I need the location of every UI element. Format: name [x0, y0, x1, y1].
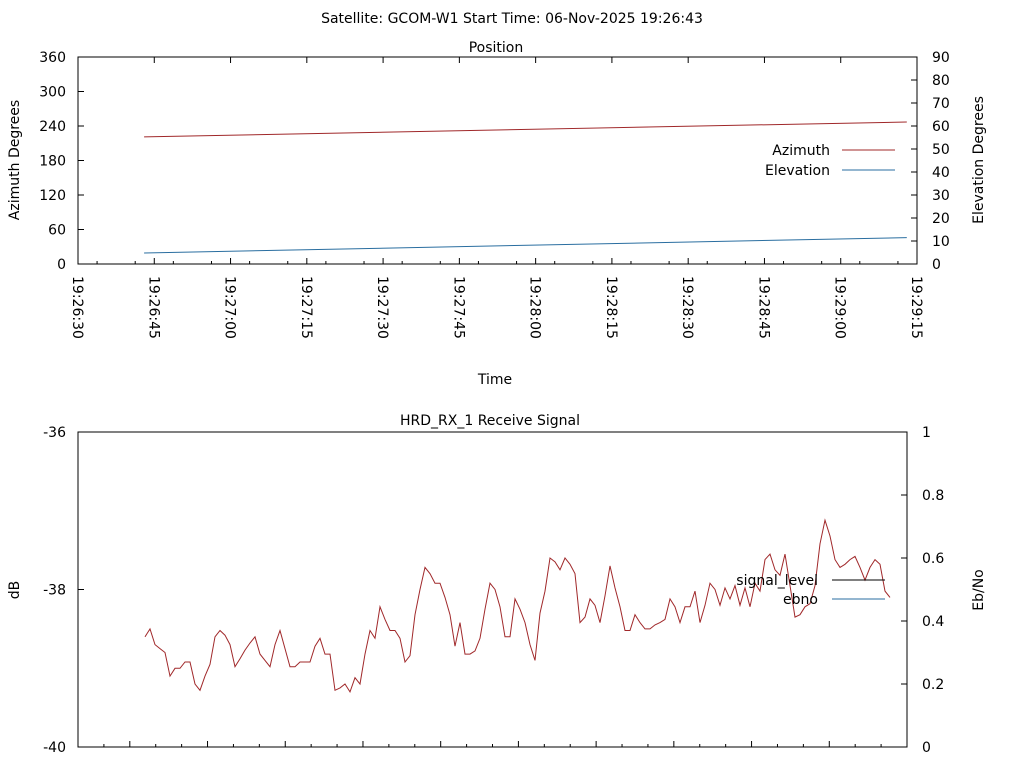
position-y-tick-label: 360	[39, 50, 66, 66]
position-x-tick-label: 19:28:15	[603, 276, 619, 339]
position-x-tick-label: 19:29:00	[832, 276, 848, 339]
signal-legend: signal_level ebno	[736, 573, 885, 608]
position-x-tick-label: 19:27:00	[222, 276, 238, 339]
signal-left-axis: -40 -38 -36	[43, 425, 84, 756]
legend-label-elevation: Elevation	[765, 163, 830, 179]
position-x-tick-label: 19:28:45	[755, 276, 771, 339]
position-y2-tick-label: 20	[932, 211, 950, 227]
position-x-tick-label: 19:27:15	[298, 276, 314, 339]
signal-x-axis	[77, 741, 908, 747]
signal-y-tick-label: -36	[43, 425, 66, 441]
position-y2-tick-label: 60	[932, 119, 950, 135]
position-y2-tick-label: 80	[932, 73, 950, 89]
position-y-tick-label: 240	[39, 119, 66, 135]
signal-y2-tick-label: 1	[922, 425, 931, 441]
signal-trace-line	[144, 518, 891, 694]
legend-label-ebno: ebno	[783, 592, 818, 608]
position-y-tick-label: 0	[57, 257, 66, 273]
position-x-tick-label: 19:28:30	[679, 276, 695, 339]
position-x-tick-label: 19:27:45	[450, 276, 466, 339]
legend-label-signal-level: signal_level	[736, 573, 818, 589]
position-x-tick-label: 19:27:30	[374, 276, 390, 339]
position-left-axis: 0 60 120 180 240 300 360	[39, 50, 84, 273]
position-y2-tick-label: 0	[932, 257, 941, 273]
position-y2-tick-label: 70	[932, 96, 950, 112]
signal-y2-tick-label: 0	[922, 740, 931, 756]
position-ylabel: Azimuth Degrees	[7, 100, 23, 220]
signal-y2label: Eb/No	[971, 569, 987, 611]
signal-y-tick-label: -38	[43, 583, 66, 599]
position-xlabel: Time	[477, 372, 512, 388]
position-chart: Position 19:26:30 19:26:45 19:27:00 19:27:1…	[7, 40, 987, 388]
signal-plot-frame	[77, 431, 908, 748]
legend-label-azimuth: Azimuth	[772, 143, 830, 159]
position-right-axis: 0 10 20 30 40 50 60 70 80 90	[911, 50, 950, 273]
position-plot-frame	[77, 56, 918, 265]
position-y-tick-label: 300	[39, 85, 66, 101]
signal-y2-tick-label: 0.8	[922, 488, 944, 504]
signal-y-tick-label: -40	[43, 740, 66, 756]
figure-suptitle: Satellite: GCOM-W1 Start Time: 06-Nov-20…	[321, 11, 703, 27]
signal-y2-tick-label: 0.6	[922, 551, 944, 567]
signal-series	[144, 518, 891, 694]
position-x-tick-label: 19:28:00	[527, 276, 543, 339]
position-y2-tick-label: 30	[932, 188, 950, 204]
position-x-tick-label: 19:26:45	[145, 276, 161, 339]
signal-chart: HRD_RX_1 Receive Signal -40 -38 -36 0 0.2 0.…	[7, 413, 987, 756]
signal-y2-tick-label: 0.2	[922, 677, 944, 693]
position-series	[144, 121, 907, 254]
series-line-azimuth	[144, 121, 907, 138]
position-y2-tick-label: 90	[932, 50, 950, 66]
signal-ylabel: dB	[7, 581, 23, 600]
position-y2label: Elevation Degrees	[971, 96, 987, 224]
position-x-tick-label: 19:26:30	[69, 276, 85, 339]
position-y-tick-label: 60	[48, 223, 66, 239]
position-title: Position	[469, 40, 524, 56]
position-y-tick-label: 120	[39, 188, 66, 204]
position-y2-tick-label: 50	[932, 142, 950, 158]
position-y2-tick-label: 10	[932, 234, 950, 250]
signal-right-axis: 0 0.2 0.4 0.6 0.8 1	[901, 425, 944, 756]
position-legend: Azimuth Elevation	[765, 143, 895, 179]
signal-y2-tick-label: 0.4	[922, 614, 944, 630]
position-x-axis: 19:26:30 19:26:45 19:27:00 19:27:15 19:27:30…	[69, 57, 924, 339]
series-line-elevation	[144, 237, 907, 254]
signal-title: HRD_RX_1 Receive Signal	[400, 413, 580, 429]
position-y-tick-label: 180	[39, 154, 66, 170]
position-x-tick-label: 19:29:15	[908, 276, 924, 339]
position-y2-tick-label: 40	[932, 165, 950, 181]
